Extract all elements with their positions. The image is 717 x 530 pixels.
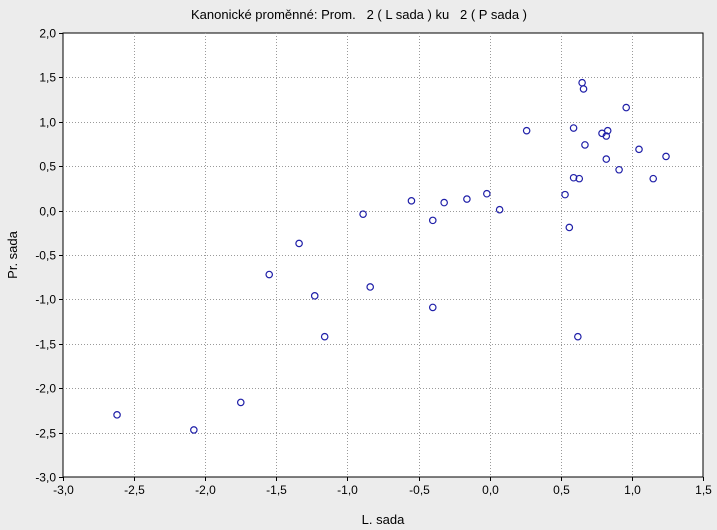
data-point [483, 189, 491, 198]
grid [63, 33, 703, 477]
data-point [602, 132, 611, 140]
data-point [581, 141, 589, 149]
data-point [320, 332, 329, 341]
data-point [649, 174, 658, 183]
data-point [579, 85, 588, 93]
data-point [662, 152, 670, 161]
x-tick-label: 1,0 [624, 483, 641, 497]
data-point [407, 197, 416, 205]
y-tick-label: -0,5 [35, 249, 56, 263]
y-tick-label: -1,0 [35, 293, 56, 307]
y-tick-label: 2,0 [39, 27, 56, 41]
data-point [428, 303, 437, 312]
x-tick-label: -2,0 [195, 483, 216, 497]
data-point [236, 398, 245, 407]
chart-title: Kanonické proměnné: Prom. 2 ( L sada ) k… [191, 7, 527, 22]
y-tick-label: 1,0 [39, 116, 56, 130]
plot-area [62, 32, 704, 478]
data-point [569, 173, 578, 182]
axis-ticks: -3,0 -2,5 -2,0 -1,5 -1,0 -0,5 0,0 0,5 1,0 1,5 -3,0… [35, 27, 712, 498]
data-point [522, 126, 531, 135]
data-point [113, 411, 121, 419]
data-point [569, 124, 578, 132]
data-point [635, 145, 643, 154]
x-tick-label: -2,5 [124, 483, 145, 497]
data-point [615, 165, 623, 174]
x-tick-label: 0,0 [482, 483, 499, 497]
data-point [366, 283, 375, 291]
y-axis-label: Pr. sada [5, 230, 20, 278]
y-tick-label: 1,5 [39, 71, 56, 85]
data-point [575, 174, 584, 183]
data-point [440, 198, 448, 207]
y-tick-label: -2,5 [35, 427, 56, 441]
data-points [113, 78, 670, 434]
data-point [428, 216, 437, 225]
data-point [622, 103, 631, 112]
data-point [602, 155, 611, 163]
x-tick-label: 0,5 [553, 483, 570, 497]
data-point [495, 205, 504, 214]
y-tick-label: -2,0 [35, 382, 56, 396]
y-tick-label: 0,5 [39, 160, 56, 174]
data-point [310, 292, 319, 300]
data-point [190, 426, 198, 434]
data-point [561, 190, 569, 199]
x-tick-label: -3,0 [53, 483, 74, 497]
data-point [359, 210, 367, 218]
data-point [463, 195, 471, 203]
data-point [295, 239, 303, 248]
data-point [574, 332, 582, 341]
data-point [603, 126, 612, 135]
x-tick-label: -0,5 [409, 483, 430, 497]
y-tick-label: -1,5 [35, 338, 56, 352]
data-point [265, 270, 274, 279]
y-tick-label: 0,0 [39, 205, 56, 219]
y-tick-label: -3,0 [35, 471, 56, 485]
x-tick-label: -1,5 [266, 483, 287, 497]
data-point [565, 223, 574, 232]
x-tick-label: -1,0 [337, 483, 358, 497]
x-tick-label: 1,5 [695, 483, 712, 497]
x-axis-label: L. sada [362, 512, 405, 525]
